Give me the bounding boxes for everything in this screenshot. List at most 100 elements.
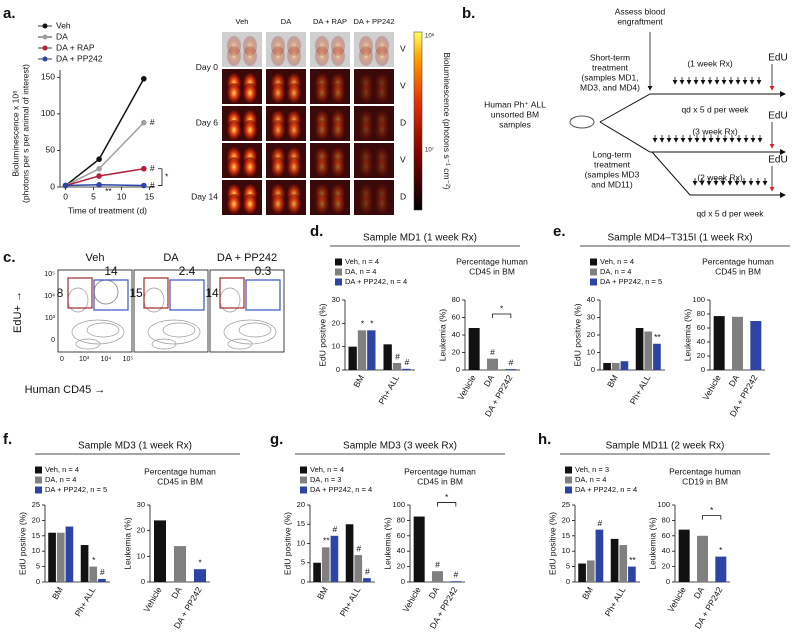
panel-letter: c. [3,249,16,266]
x-tick-label: 10³ [79,356,90,363]
y-tick-label: 5 [566,562,570,571]
signal [359,46,373,66]
contour [223,319,277,345]
diagram-text: samples [499,119,531,129]
y-tick-label: 5 [36,562,40,571]
y-tick-label: 0 [50,181,55,191]
bar [321,547,330,582]
x-tick-label: Vehicle [400,585,423,614]
gate-value: 2.4 [179,264,196,278]
signal [227,46,241,66]
significance: ** [105,186,112,196]
signal [315,157,329,177]
x-tick-label: 10⁵ [123,356,134,363]
significance: * [370,319,374,329]
bar [713,316,725,370]
legend-label: DA, n = 4 [345,267,376,276]
y-tick-label: 0 [566,577,570,586]
y-tick-label: 30 [587,312,595,321]
gate [245,279,281,311]
x-tick-label: Vehicle [141,585,164,614]
legend-label: Veh [56,20,71,30]
gate-value: 0.3 [255,264,272,278]
significance: # [404,357,409,367]
column-head: DA [281,17,291,26]
gate [93,279,129,311]
diagram-text: Human Ph⁺ ALL [484,99,546,109]
legend-marker [42,23,48,29]
y-tick-label: 100 [392,500,405,509]
y-tick-label: 0 [701,365,705,374]
y-tick-label: 100 [41,108,55,118]
x-tick-label: BM [315,585,330,601]
y-tick-label: 25 [562,500,570,509]
signal [331,83,345,103]
x-tick-label: 10 [117,191,127,201]
series-line [65,78,145,187]
arm-label: (1 week Rx) [687,58,733,68]
signal [359,194,373,214]
y-tick-label: 10⁴ [44,293,55,300]
bracket [702,515,722,520]
flow-title: Veh [86,252,105,264]
bar [450,581,462,582]
mouse [569,115,595,129]
column-head: DA + PP242 [353,17,394,26]
y-tick-label: 40 [697,337,705,346]
y-axis-label: EdU positive (%) [17,512,27,575]
y-tick-label: 40 [662,546,670,555]
legend-label: DA + PP242, n = 4 [310,485,372,494]
bar [313,562,321,582]
legend-swatch [300,476,307,484]
column-head: DA + RAP [313,17,347,26]
bar [174,546,186,582]
diagram-text: (samples MD1, [581,72,638,82]
diagram-text: (samples MD3 [585,169,640,179]
legend-label: DA + RAP [56,42,95,52]
view-label: D [400,191,406,201]
row-label: Day 14 [191,191,218,201]
y-tick-label: 0 [141,577,145,586]
significance: ** [323,536,330,546]
y-tick-label: 60 [452,312,460,321]
y-axis-label: EdU positive (%) [282,512,292,575]
y-axis-label: Leukemia (%) [437,309,447,362]
signal [271,46,285,66]
edu-label: EdU [768,53,787,64]
y-tick-label: 25 [32,500,40,509]
bar [89,566,98,582]
panel-letter: d. [310,223,323,240]
panel-letter: f. [3,431,12,448]
bar [732,316,743,370]
legend-swatch [35,486,42,494]
chart-title: CD45 in BM [157,476,203,486]
signal [331,120,345,140]
arm-label: (3 week Rx) [692,126,738,136]
signal [315,194,329,214]
chart-title: Sample MD11 (2 week Rx) [606,441,725,452]
signal [243,120,257,140]
y-tick-label: 60 [662,531,670,540]
y-tick-label: 20 [662,562,670,571]
bar [383,344,392,370]
bar [432,571,443,582]
contour [86,322,120,338]
bar [357,330,367,370]
y-axis-label: Bioluminescence x 10⁸ [10,90,20,177]
signal [243,83,257,103]
colorbar-tick: 10⁷ [425,147,434,154]
diagram-text: Short-term [590,52,630,62]
chart-title: Percentage human [404,466,476,476]
legend-label: DA, n = 4 [600,267,631,276]
branch [599,121,786,155]
y-tick-label: 10 [587,347,595,356]
y-tick-label: 10 [137,551,145,560]
signal [227,83,241,103]
diagram-text: treatment [592,62,629,72]
chart-title: Percentage human [669,466,741,476]
panel-letter: g. [270,431,283,448]
row-label: Day 6 [196,117,218,127]
signal [287,120,301,140]
legend-label: DA, n = 4 [575,475,606,484]
